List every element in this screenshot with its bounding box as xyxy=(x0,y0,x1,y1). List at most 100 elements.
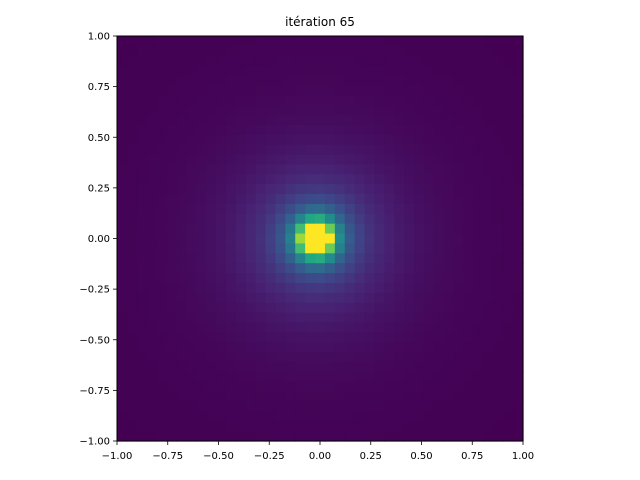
heatmap-cell xyxy=(235,85,247,96)
heatmap-cell xyxy=(463,243,475,254)
heatmap-cell xyxy=(225,322,237,333)
heatmap-cell xyxy=(206,105,217,116)
heatmap-cell xyxy=(117,302,128,314)
heatmap-cell xyxy=(117,55,128,67)
heatmap-cell xyxy=(354,85,366,96)
heatmap-cell xyxy=(423,263,435,274)
heatmap-cell xyxy=(216,184,227,195)
heatmap-cell xyxy=(117,322,128,333)
heatmap-cell xyxy=(206,164,217,175)
heatmap-cell xyxy=(295,65,306,77)
heatmap-cell xyxy=(136,273,148,284)
heatmap-cell xyxy=(503,213,514,225)
heatmap-cell xyxy=(156,332,168,343)
heatmap-cell xyxy=(374,253,385,264)
heatmap-cell xyxy=(443,292,455,304)
heatmap-cell xyxy=(433,243,445,254)
heatmap-cell xyxy=(166,352,178,363)
heatmap-cell xyxy=(265,243,277,254)
heatmap-cell xyxy=(384,391,395,403)
heatmap-cell xyxy=(324,411,336,422)
heatmap-cell xyxy=(404,194,415,205)
heatmap-cell xyxy=(146,253,158,264)
heatmap-cell xyxy=(513,184,524,195)
heatmap-cell xyxy=(186,45,197,57)
heatmap-cell xyxy=(354,45,366,57)
heatmap-cell xyxy=(324,85,336,96)
heatmap-cell xyxy=(255,273,267,284)
heatmap-cell xyxy=(414,154,425,166)
heatmap-cell xyxy=(404,134,415,146)
heatmap-cell xyxy=(315,322,326,333)
heatmap-cell xyxy=(503,421,514,432)
heatmap-cell xyxy=(216,411,227,422)
heatmap-cell xyxy=(295,55,306,67)
heatmap-cell xyxy=(206,292,217,304)
heatmap-cell xyxy=(216,115,227,126)
heatmap-cell xyxy=(394,431,405,442)
heatmap-cell xyxy=(216,134,227,146)
heatmap-cell xyxy=(206,95,217,106)
heatmap-cell xyxy=(324,253,336,264)
heatmap-cell xyxy=(354,105,366,116)
heatmap-cell xyxy=(334,223,346,235)
heatmap-cell xyxy=(423,282,435,294)
heatmap-cell xyxy=(245,115,257,126)
heatmap-cell xyxy=(334,184,346,195)
heatmap-cell xyxy=(245,352,257,363)
heatmap-cell xyxy=(324,184,336,195)
heatmap-cell xyxy=(176,213,187,225)
heatmap-cell xyxy=(315,223,326,235)
heatmap-cell xyxy=(146,164,158,175)
heatmap-cell xyxy=(305,263,316,274)
heatmap-cell xyxy=(196,184,207,195)
heatmap-cell xyxy=(245,411,257,422)
heatmap-cell xyxy=(196,243,207,254)
heatmap-cell xyxy=(404,213,415,225)
heatmap-cell xyxy=(225,194,237,205)
heatmap-cell xyxy=(206,134,217,146)
heatmap-cell xyxy=(285,411,296,422)
heatmap-cell xyxy=(443,381,455,393)
heatmap-cell xyxy=(483,144,494,156)
heatmap-cell xyxy=(364,322,376,333)
heatmap-cell xyxy=(364,65,376,77)
heatmap-cell xyxy=(423,391,435,403)
heatmap-cell xyxy=(433,75,445,86)
heatmap-cell xyxy=(136,302,148,314)
heatmap-cell xyxy=(295,45,306,57)
heatmap-cell xyxy=(493,164,504,175)
heatmap-cell xyxy=(354,381,366,393)
heatmap-cell xyxy=(156,263,168,274)
y-tick-label: 0.00 xyxy=(88,234,110,245)
heatmap-cell xyxy=(364,302,376,314)
heatmap-cell xyxy=(493,184,504,195)
heatmap-cell xyxy=(404,223,415,235)
heatmap-cell xyxy=(275,184,286,195)
heatmap-cell xyxy=(136,55,148,67)
heatmap-cell xyxy=(394,194,405,205)
heatmap-cell xyxy=(344,184,356,195)
heatmap-cell xyxy=(126,154,138,166)
heatmap-cell xyxy=(453,144,465,156)
heatmap-cell xyxy=(324,361,336,373)
heatmap-cell xyxy=(255,292,267,304)
heatmap-cell xyxy=(513,85,524,96)
heatmap-cell xyxy=(374,282,385,294)
heatmap-cell xyxy=(265,282,277,294)
heatmap-cell xyxy=(334,174,346,185)
heatmap-cell xyxy=(186,36,197,47)
heatmap-cell xyxy=(473,361,484,373)
heatmap-cell xyxy=(136,243,148,254)
heatmap-cell xyxy=(344,381,356,393)
heatmap-cell xyxy=(126,431,138,442)
heatmap-cell xyxy=(295,391,306,403)
heatmap-cell xyxy=(483,75,494,86)
heatmap-cell xyxy=(255,154,267,166)
heatmap-cell xyxy=(265,105,277,116)
heatmap-cell xyxy=(503,164,514,175)
heatmap-cell xyxy=(117,411,128,422)
heatmap-cell xyxy=(216,431,227,442)
heatmap-cell xyxy=(344,144,356,156)
heatmap-cell xyxy=(245,65,257,77)
